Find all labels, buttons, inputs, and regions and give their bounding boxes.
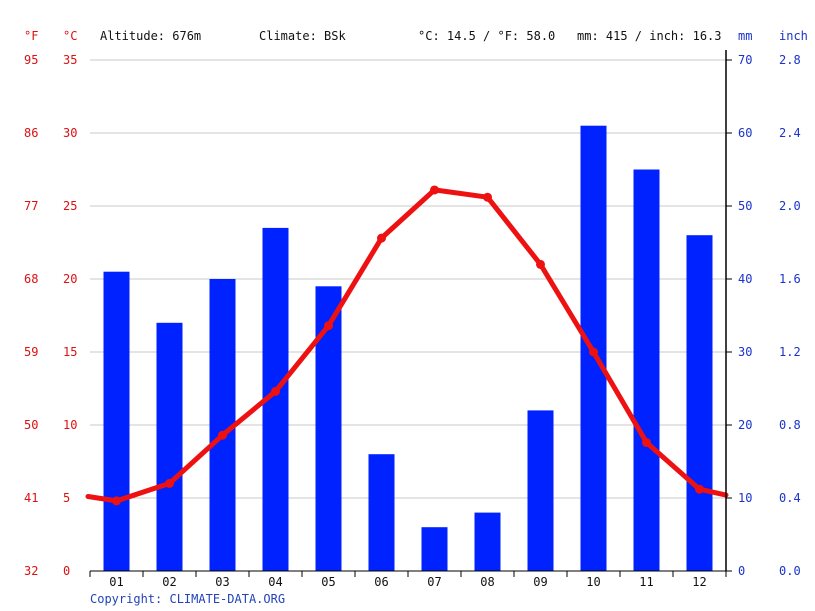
celsius-tick-label: 30 xyxy=(63,126,77,140)
precipitation-bar xyxy=(686,235,713,571)
precipitation-bar xyxy=(103,271,130,571)
temperature-point xyxy=(112,496,121,506)
fahrenheit-tick-label: 50 xyxy=(24,418,38,432)
precipitation-bar xyxy=(156,322,183,571)
temperature-point xyxy=(324,321,333,331)
fahrenheit-tick-label: 95 xyxy=(24,53,38,67)
month-tick-label: 09 xyxy=(533,575,547,589)
inch-tick-label: 0.8 xyxy=(779,418,801,432)
inch-tick-label: 1.2 xyxy=(779,345,801,359)
month-tick-label: 04 xyxy=(268,575,282,589)
mm-tick-label: 30 xyxy=(738,345,752,359)
fahrenheit-unit-label: °F xyxy=(24,29,38,43)
mm-tick-label: 20 xyxy=(738,418,752,432)
celsius-tick-label: 15 xyxy=(63,345,77,359)
mm-tick-label: 70 xyxy=(738,53,752,67)
temperature-point xyxy=(483,192,492,202)
copyright-text: Copyright: CLIMATE-DATA.ORG xyxy=(90,592,285,606)
temperature-series-line xyxy=(85,187,729,504)
temperature-point xyxy=(642,438,651,448)
temperature-point xyxy=(271,386,280,396)
altitude-label: Altitude: 676m xyxy=(100,29,201,43)
fahrenheit-tick-label: 77 xyxy=(24,199,38,213)
temperature-point xyxy=(377,233,386,243)
mm-tick-label: 50 xyxy=(738,199,752,213)
month-tick-label: 08 xyxy=(480,575,494,589)
precipitation-bars xyxy=(103,125,713,571)
precipitation-bar xyxy=(527,410,554,571)
inch-tick-label: 0.4 xyxy=(779,491,801,505)
axes xyxy=(89,50,732,577)
month-tick-label: 11 xyxy=(639,575,653,589)
temperature-point xyxy=(695,484,704,494)
precipitation-total-label: mm: 415 / inch: 16.3 xyxy=(577,29,722,43)
fahrenheit-tick-label: 68 xyxy=(24,272,38,286)
inch-tick-label: 1.6 xyxy=(779,272,801,286)
month-tick-label: 10 xyxy=(586,575,600,589)
inch-tick-label: 2.4 xyxy=(779,126,801,140)
mm-tick-label: 0 xyxy=(738,564,745,578)
celsius-tick-label: 5 xyxy=(63,491,70,505)
fahrenheit-tick-label: 41 xyxy=(24,491,38,505)
mm-tick-label: 40 xyxy=(738,272,752,286)
month-tick-label: 07 xyxy=(427,575,441,589)
celsius-tick-label: 25 xyxy=(63,199,77,213)
temperature-point xyxy=(218,430,227,440)
mm-unit-label: mm xyxy=(738,29,752,43)
celsius-tick-label: 20 xyxy=(63,272,77,286)
mm-tick-label: 60 xyxy=(738,126,752,140)
inch-tick-label: 2.8 xyxy=(779,53,801,67)
precipitation-bar xyxy=(633,169,660,571)
precipitation-bar xyxy=(474,512,501,571)
fahrenheit-tick-label: 32 xyxy=(24,564,38,578)
tick-labels: 32 0 0 0.0 41 5 10 0.4 50 10 20 0.8 59 15 30 1.2 68 20 40 1… xyxy=(24,53,801,589)
precipitation-bar xyxy=(421,527,448,571)
temperature-point xyxy=(536,259,545,269)
header: °F °C Altitude: 676m Climate: BSk °C: 14… xyxy=(24,29,808,43)
month-tick-label: 02 xyxy=(162,575,176,589)
gridlines xyxy=(90,59,726,499)
precipitation-bar xyxy=(368,454,395,571)
celsius-unit-label: °C xyxy=(63,29,77,43)
temperature-point xyxy=(430,185,439,195)
inch-tick-label: 0.0 xyxy=(779,564,801,578)
month-tick-label: 01 xyxy=(109,575,123,589)
inch-tick-label: 2.0 xyxy=(779,199,801,213)
fahrenheit-tick-label: 86 xyxy=(24,126,38,140)
celsius-tick-label: 10 xyxy=(63,418,77,432)
inch-unit-label: inch xyxy=(779,29,808,43)
mm-tick-label: 10 xyxy=(738,491,752,505)
month-tick-label: 05 xyxy=(321,575,335,589)
temperature-line xyxy=(85,185,729,506)
month-tick-label: 03 xyxy=(215,575,229,589)
temperature-point xyxy=(589,347,598,357)
fahrenheit-tick-label: 59 xyxy=(24,345,38,359)
celsius-tick-label: 0 xyxy=(63,564,70,578)
month-tick-label: 12 xyxy=(692,575,706,589)
month-tick-label: 06 xyxy=(374,575,388,589)
avg-temperature-label: °C: 14.5 / °F: 58.0 xyxy=(418,29,555,43)
temperature-point xyxy=(165,478,174,488)
celsius-tick-label: 35 xyxy=(63,53,77,67)
climate-label: Climate: BSk xyxy=(259,29,346,43)
